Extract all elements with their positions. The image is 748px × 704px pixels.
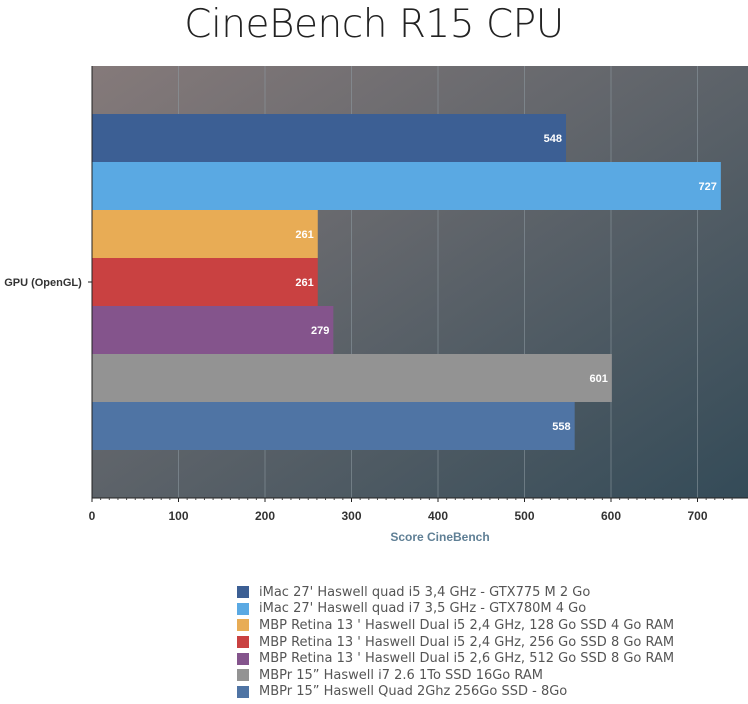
legend-swatch <box>237 636 249 649</box>
legend-label: MBP Retina 13 ' Haswell Dual i5 2,6 GHz,… <box>259 651 675 667</box>
legend-label: MBP Retina 13 ' Haswell Dual i5 2,4 GHz,… <box>259 617 675 633</box>
x-tick-label: 600 <box>601 509 621 523</box>
x-tick-label: 500 <box>514 509 534 523</box>
legend-item: iMac 27' Haswell quad i7 3,5 GHz - GTX78… <box>237 601 674 618</box>
x-tick-label: 100 <box>168 509 188 523</box>
bar <box>92 354 612 402</box>
legend-label: MBPr 15” Haswell Quad 2Ghz 256Go SSD - 8… <box>259 684 568 700</box>
legend-label: iMac 27' Haswell quad i7 3,5 GHz - GTX78… <box>259 601 587 617</box>
legend-swatch <box>237 685 249 698</box>
bar <box>92 402 575 450</box>
legend: iMac 27' Haswell quad i5 3,4 GHz - GTX77… <box>237 584 674 700</box>
bar <box>92 306 334 354</box>
bar-value-label: 601 <box>590 373 608 385</box>
legend-swatch <box>237 669 249 682</box>
x-axis: 0 100 200 300 400 500 600 700 <box>88 66 748 523</box>
legend-item: iMac 27' Haswell quad i5 3,4 GHz - GTX77… <box>237 584 674 601</box>
bar <box>92 258 318 306</box>
x-tick-label: 0 <box>89 509 96 523</box>
legend-swatch <box>237 619 249 632</box>
x-axis-title: Score CineBench <box>390 530 489 544</box>
legend-swatch <box>237 652 249 665</box>
legend-label: iMac 27' Haswell quad i5 3,4 GHz - GTX77… <box>259 584 591 600</box>
category-label: GPU (OpenGL) <box>4 277 82 289</box>
x-tick-label: 200 <box>255 509 275 523</box>
bar-value-label: 558 <box>552 421 570 433</box>
legend-item: MBP Retina 13 ' Haswell Dual i5 2,6 GHz,… <box>237 650 674 667</box>
bar-value-label: 548 <box>544 133 562 145</box>
bar-value-label: 279 <box>311 325 329 337</box>
bar-value-label: 727 <box>698 181 716 193</box>
bar <box>92 114 567 162</box>
legend-label: MBPr 15” Haswell i7 2.6 1To SSD 16Go RAM <box>259 667 544 683</box>
legend-swatch <box>237 586 249 599</box>
legend-item: MBPr 15” Haswell i7 2.6 1To SSD 16Go RAM <box>237 667 674 684</box>
bar-value-label: 261 <box>295 277 313 289</box>
chart-title: CineBench R15 CPU <box>184 2 564 47</box>
bar <box>92 162 721 210</box>
bar <box>92 210 318 258</box>
x-tick-label: 400 <box>428 509 448 523</box>
legend-item: MBP Retina 13 ' Haswell Dual i5 2,4 GHz,… <box>237 634 674 651</box>
x-tick-label: 700 <box>687 509 707 523</box>
bar-value-label: 261 <box>295 229 313 241</box>
bars: 548 727 261 261 279 601 558 <box>92 114 721 450</box>
x-tick-label: 300 <box>341 509 361 523</box>
legend-item: MBP Retina 13 ' Haswell Dual i5 2,4 GHz,… <box>237 617 674 634</box>
legend-label: MBP Retina 13 ' Haswell Dual i5 2,4 GHz,… <box>259 634 675 650</box>
legend-swatch <box>237 602 249 615</box>
legend-item: MBPr 15” Haswell Quad 2Ghz 256Go SSD - 8… <box>237 684 674 701</box>
